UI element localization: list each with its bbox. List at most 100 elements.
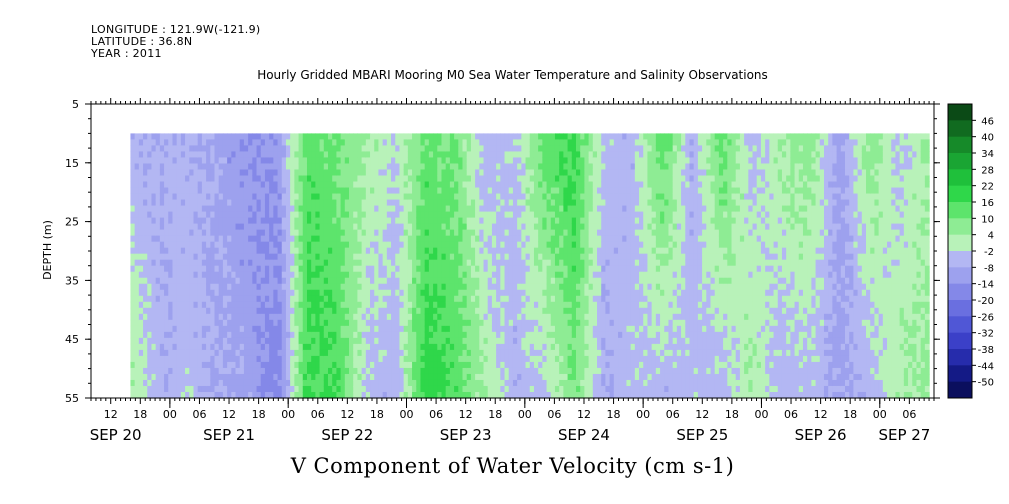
heatmap-cell <box>147 391 153 399</box>
heatmap-cell <box>546 223 552 231</box>
heatmap-cell <box>559 349 564 357</box>
heatmap-cell <box>550 235 556 243</box>
heatmap-cell <box>227 361 232 369</box>
heatmap-cell <box>353 271 359 279</box>
heatmap-cell <box>164 391 169 399</box>
heatmap-cell <box>231 331 237 339</box>
heatmap-cell <box>138 319 144 327</box>
heatmap-cell <box>412 301 417 309</box>
heatmap-cell <box>323 343 329 351</box>
heatmap-cell <box>412 163 417 171</box>
heatmap-cell <box>298 337 304 345</box>
heatmap-cell <box>231 181 237 189</box>
heatmap-cell <box>164 385 169 393</box>
heatmap-cell <box>584 283 590 291</box>
heatmap-cell <box>470 307 476 315</box>
heatmap-cell <box>193 247 199 255</box>
heatmap-cell <box>159 193 165 201</box>
heatmap-cell <box>319 343 325 351</box>
heatmap-cell <box>290 307 295 315</box>
heatmap-cell <box>218 277 224 285</box>
heatmap-cell <box>538 217 543 225</box>
heatmap-cell <box>269 379 274 387</box>
heatmap-cell <box>277 253 283 261</box>
heatmap-cell <box>470 163 476 171</box>
heatmap-cell <box>269 199 274 207</box>
heatmap-cell <box>222 343 228 351</box>
heatmap-cell <box>580 325 585 333</box>
heatmap-cell <box>252 187 258 195</box>
heatmap-cell <box>319 283 325 291</box>
heatmap-cell <box>193 295 199 303</box>
heatmap-cell <box>559 319 564 327</box>
heatmap-cell <box>227 259 232 267</box>
heatmap-cell <box>168 373 174 381</box>
heatmap-cell <box>424 379 430 387</box>
heatmap-cell <box>508 193 514 201</box>
heatmap-cell <box>407 379 413 387</box>
heatmap-cell <box>445 145 451 153</box>
heatmap-cell <box>433 301 438 309</box>
heatmap-cell <box>395 151 401 159</box>
heatmap-cell <box>306 229 312 237</box>
heatmap-cell <box>277 349 283 357</box>
heatmap-cell <box>554 145 560 153</box>
heatmap-cell <box>256 391 262 399</box>
heatmap-cell <box>332 385 337 393</box>
heatmap-cell <box>151 229 157 237</box>
heatmap-cell <box>559 361 564 369</box>
heatmap-cell <box>538 361 543 369</box>
heatmap-cell <box>395 307 401 315</box>
heatmap-cell <box>277 313 283 321</box>
heatmap-cell <box>542 385 548 393</box>
heatmap-cell <box>378 163 384 171</box>
heatmap-cell <box>454 193 459 201</box>
heatmap-cell <box>605 139 611 147</box>
heatmap-cell <box>302 199 308 207</box>
heatmap-cell <box>285 355 291 363</box>
heatmap-cell <box>315 217 321 225</box>
heatmap-cell <box>357 283 363 291</box>
heatmap-cell <box>601 193 607 201</box>
heatmap-cell <box>134 271 140 279</box>
heatmap-cell <box>437 169 443 177</box>
heatmap-cell <box>227 175 232 183</box>
heatmap-cell <box>344 253 350 261</box>
heatmap-cell <box>327 319 333 327</box>
heatmap-cell <box>306 307 312 315</box>
heatmap-cell <box>252 223 258 231</box>
heatmap-cell <box>517 325 522 333</box>
heatmap-cell <box>445 211 451 219</box>
heatmap-cell <box>189 139 195 147</box>
heatmap-cell <box>412 157 417 165</box>
heatmap-cell <box>168 349 174 357</box>
heatmap-cell <box>479 187 485 195</box>
heatmap-cell <box>550 385 556 393</box>
heatmap-cell <box>256 253 262 261</box>
heatmap-cell <box>500 151 506 159</box>
heatmap-cell <box>550 157 556 165</box>
heatmap-cell <box>592 175 598 183</box>
heatmap-cell <box>458 271 464 279</box>
heatmap-cell <box>210 373 216 381</box>
heatmap-cell <box>311 223 316 231</box>
heatmap-cell <box>416 139 422 147</box>
heatmap-cell <box>155 163 161 171</box>
heatmap-cell <box>218 289 224 297</box>
heatmap-cell <box>458 331 464 339</box>
heatmap-cell <box>197 151 203 159</box>
heatmap-cell <box>252 301 258 309</box>
heatmap-cell <box>353 193 359 201</box>
heatmap-cell <box>197 139 203 147</box>
heatmap-cell <box>491 349 497 357</box>
heatmap-cell <box>370 145 375 153</box>
heatmap-cell <box>601 283 607 291</box>
heatmap-cell <box>365 379 371 387</box>
heatmap-cell <box>370 295 375 303</box>
heatmap-cell <box>508 175 514 183</box>
heatmap-cell <box>277 277 283 285</box>
heatmap-cell <box>441 385 447 393</box>
heatmap-cell <box>185 229 190 237</box>
heatmap-cell <box>332 319 337 327</box>
heatmap-cell <box>592 217 598 225</box>
